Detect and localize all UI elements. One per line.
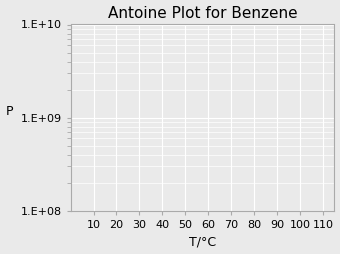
Title: Antoine Plot for Benzene: Antoine Plot for Benzene [108,6,297,21]
X-axis label: T/°C: T/°C [189,235,216,248]
Y-axis label: P: P [5,105,13,118]
